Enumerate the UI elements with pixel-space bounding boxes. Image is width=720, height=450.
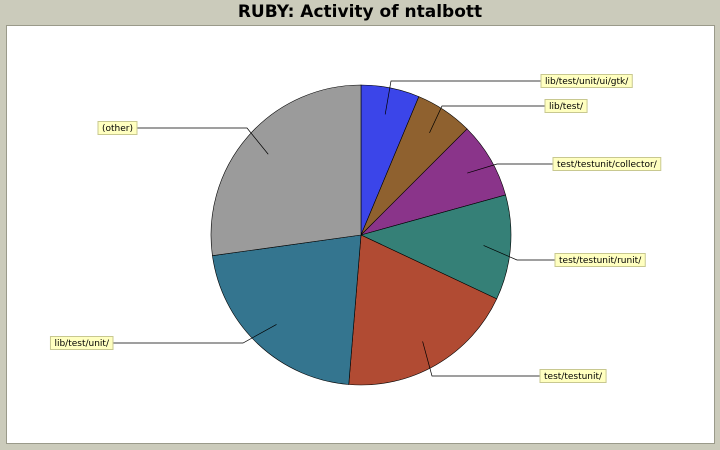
slice-label-box-3: [554, 253, 646, 267]
slice-label-box-0: [540, 74, 633, 88]
pie-slice-6: [210, 84, 362, 257]
slice-label-text-1: lib/test/: [549, 102, 584, 112]
leader-line-2: [467, 163, 553, 174]
slice-label-6: (other): [97, 121, 138, 135]
slice-label-2: test/testunit/collector/: [552, 157, 662, 171]
slice-label-box-2: [552, 157, 662, 171]
slice-label-1: lib/test/: [544, 99, 588, 113]
slice-label-box-6: [97, 121, 138, 135]
chart-title: RUBY: Activity of ntalbott: [237, 2, 483, 22]
leader-line-5: [113, 324, 277, 344]
slice-label-box-4: [539, 369, 607, 383]
slice-label-text-2: test/testunit/collector/: [557, 160, 658, 170]
leader-line-0: [384, 80, 541, 115]
leader-line-1: [429, 105, 545, 133]
pie-slice-4: [348, 234, 498, 386]
slice-label-box-5: [49, 336, 114, 350]
slice-label-text-3: test/testunit/runit/: [559, 256, 642, 266]
pie-slice-5: [212, 234, 362, 385]
slice-label-text-4: test/testunit/: [544, 372, 603, 382]
pie-slice-3: [360, 194, 512, 300]
slice-label-text-5: lib/test/unit/: [54, 339, 109, 349]
slice-label-box-1: [544, 99, 588, 113]
slice-label-5: lib/test/unit/: [49, 336, 114, 350]
leader-line-4: [422, 341, 540, 377]
slice-label-text-0: lib/test/unit/ui/gtk/: [545, 77, 629, 87]
leader-line-3: [483, 245, 555, 261]
plot-area: lib/test/unit/ui/gtk/lib/test/test/testu…: [6, 25, 715, 444]
slice-label-0: lib/test/unit/ui/gtk/: [540, 74, 633, 88]
slice-label-text-6: (other): [102, 124, 133, 134]
leader-line-6: [137, 127, 269, 155]
slice-label-4: test/testunit/: [539, 369, 607, 383]
slice-label-3: test/testunit/runit/: [554, 253, 646, 267]
pie-chart: lib/test/unit/ui/gtk/lib/test/test/testu…: [49, 74, 662, 386]
